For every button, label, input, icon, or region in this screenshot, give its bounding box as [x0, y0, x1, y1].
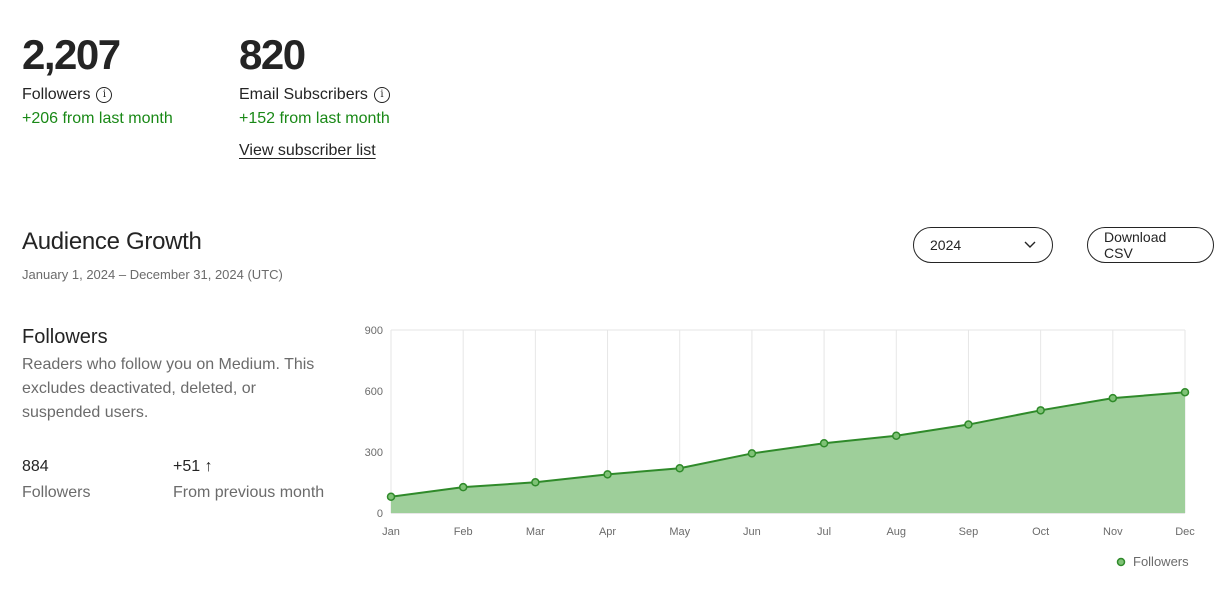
followers-change-label: From previous month — [173, 484, 325, 501]
y-tick-label: 300 — [365, 447, 383, 459]
data-point — [1108, 393, 1118, 403]
followers-total: 884 — [22, 458, 49, 475]
followers-label-row: Followers i — [22, 86, 113, 104]
legend-marker — [1116, 557, 1126, 567]
x-tick-label: Dec — [1175, 526, 1195, 538]
followers-label: Followers — [22, 86, 91, 103]
x-tick-label: Aug — [886, 526, 906, 538]
y-tick-label: 0 — [377, 508, 383, 520]
data-point — [531, 478, 540, 487]
y-tick-label: 900 — [365, 325, 383, 337]
download-csv-button[interactable]: Download CSV — [1087, 227, 1214, 263]
date-range: January 1, 2024 – December 31, 2024 (UTC… — [22, 267, 283, 282]
email-subscribers-label-row: Email Subscribers i — [239, 86, 390, 104]
data-point — [1180, 387, 1190, 397]
data-point — [675, 464, 684, 473]
audience-growth-chart: 0 300 600 900 Jan Feb Mar Apr May Jun Jul Aug Sep Oct… — [365, 325, 1196, 569]
followers-change: +51 ↑ — [173, 458, 213, 475]
email-subscribers-count: 820 — [239, 31, 306, 78]
followers-total-label: Followers — [22, 484, 91, 501]
followers-line — [390, 391, 1186, 498]
followers-panel-title: Followers — [22, 326, 108, 348]
y-tick-label: 600 — [365, 386, 383, 398]
x-tick-label: Mar — [526, 526, 545, 538]
info-icon[interactable]: i — [96, 87, 113, 103]
x-tick-label: Sep — [959, 526, 979, 538]
year-select[interactable]: 2024 — [913, 227, 1053, 263]
legend-label: Followers — [1133, 554, 1189, 569]
x-tick-label: Jul — [817, 526, 831, 538]
followers-delta: +206 from last month — [22, 110, 173, 127]
chevron-down-icon — [1024, 241, 1036, 248]
x-tick-label: Oct — [1032, 526, 1049, 538]
data-point — [603, 470, 612, 479]
data-point — [386, 492, 396, 501]
data-point — [892, 431, 901, 440]
x-tick-label: Apr — [599, 526, 616, 538]
view-subscriber-list-link[interactable]: View subscriber list — [239, 142, 376, 159]
followers-area — [391, 392, 1185, 513]
email-subscribers-delta: +152 from last month — [239, 110, 390, 127]
x-tick-label: Nov — [1103, 526, 1123, 538]
email-subscribers-label: Email Subscribers — [239, 86, 368, 103]
followers-panel-description: Readers who follow you on Medium. This e… — [22, 356, 315, 421]
x-tick-label: Jun — [743, 526, 761, 538]
followers-count: 2,207 — [22, 31, 121, 78]
data-point — [747, 449, 757, 458]
x-tick-label: May — [669, 526, 690, 538]
x-tick-label: Feb — [454, 526, 473, 538]
audience-growth-title: Audience Growth — [22, 228, 202, 255]
info-icon[interactable]: i — [373, 87, 390, 103]
data-point — [964, 420, 973, 429]
data-point — [1036, 406, 1045, 415]
x-tick-label: Jan — [382, 526, 400, 538]
data-point — [819, 439, 829, 448]
data-point — [458, 482, 468, 492]
year-select-value: 2024 — [930, 237, 962, 253]
